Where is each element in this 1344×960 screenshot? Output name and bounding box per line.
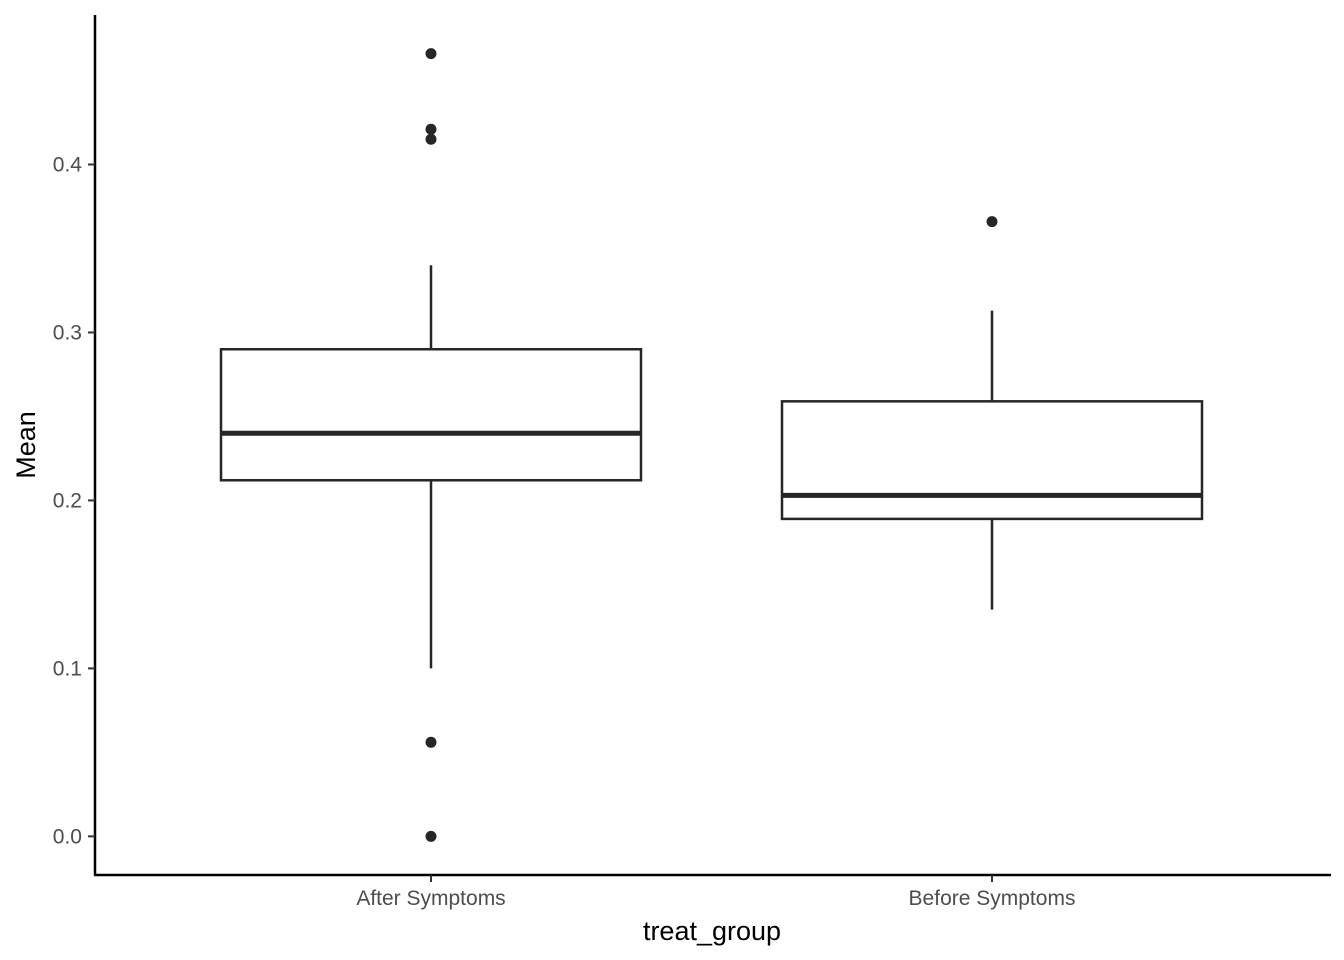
outlier-point	[425, 123, 437, 135]
box-group	[219, 48, 643, 842]
iqr-box	[780, 400, 1204, 521]
outlier-point	[425, 736, 437, 748]
outlier-point	[425, 48, 437, 60]
y-tick-label: 0.0	[53, 825, 82, 848]
y-tick-label: 0.4	[53, 153, 83, 176]
outlier-point	[425, 133, 437, 145]
x-tick-label: Before Symptoms	[909, 887, 1076, 910]
boxes-layer	[219, 48, 1204, 842]
y-tick-label: 0.3	[53, 321, 82, 344]
y-tick-label: 0.2	[53, 489, 82, 512]
outlier-point	[986, 216, 998, 228]
y-tick-label: 0.1	[53, 657, 82, 680]
x-axis-title: treat_group	[643, 916, 781, 946]
outlier-point	[425, 830, 437, 842]
axes-layer	[93, 15, 1331, 877]
iqr-box	[219, 348, 643, 482]
x-tick-label: After Symptoms	[356, 887, 505, 910]
y-ticks: 0.0 0.1 0.2 0.3 0.4	[53, 153, 95, 848]
x-ticks: After Symptoms Before Symptoms	[356, 875, 1075, 910]
box-group	[780, 216, 1204, 610]
y-axis-title: Mean	[11, 411, 41, 479]
